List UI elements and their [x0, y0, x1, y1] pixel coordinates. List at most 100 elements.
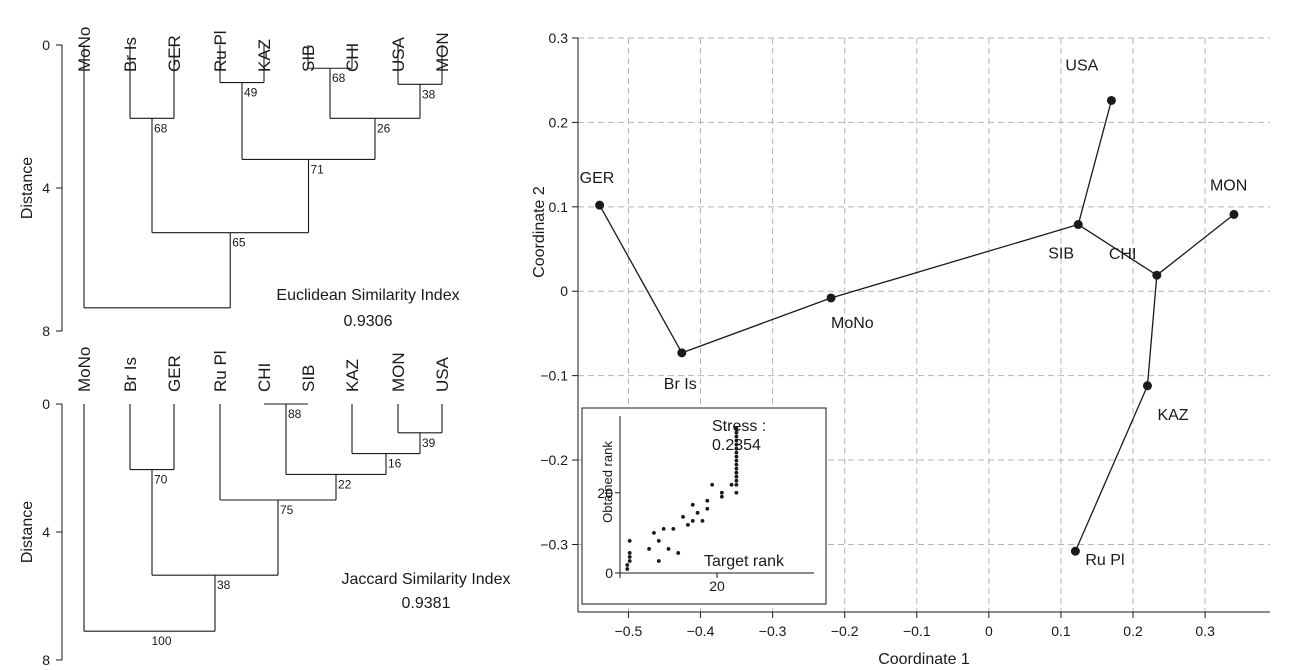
mds-x-tick-label: 0 — [985, 623, 993, 639]
bootstrap-support: 39 — [422, 436, 436, 450]
leaf-label: CHI — [255, 363, 274, 392]
mds-x-tick-label: −0.4 — [687, 623, 715, 639]
inset-point — [729, 482, 734, 487]
inset-point — [695, 510, 700, 515]
euclidean-index-name: Euclidean Similarity Index — [276, 287, 459, 304]
mds-edge — [830, 223, 1079, 299]
mds-edge — [681, 297, 832, 354]
db-y-tick-label: 4 — [42, 524, 50, 540]
leaf-label: GER — [165, 35, 184, 72]
inset-point — [627, 555, 632, 559]
db-y-tick-label: 8 — [42, 652, 50, 668]
leaf-label: USA — [433, 356, 452, 392]
inset-point — [719, 494, 724, 499]
inset-point — [627, 559, 632, 563]
mds-x-tick-label: −0.5 — [615, 623, 643, 639]
inset-point — [734, 450, 739, 455]
leaf-label: USA — [389, 36, 408, 72]
dendro-bottom-y-label: Distance — [19, 501, 36, 563]
inset-y-tick-label: 0 — [605, 565, 613, 581]
dendro-top-y-label: Distance — [19, 157, 36, 219]
mds-point — [1070, 546, 1080, 556]
mds-point-label: Ru Pl — [1085, 552, 1124, 569]
inset-y-label: Obtained rank — [600, 441, 615, 523]
inset-point — [734, 470, 739, 475]
leaf-label: MON — [433, 32, 452, 72]
leaf-label: Br Is — [121, 357, 140, 392]
mds-x-label: Coordinate 1 — [878, 651, 970, 668]
inset-point — [734, 430, 739, 435]
leaf-label: Br Is — [121, 37, 140, 72]
inset-point — [625, 567, 630, 571]
bootstrap-support: 88 — [288, 407, 302, 421]
leaf-label: SIB — [299, 365, 318, 392]
bootstrap-support: 38 — [422, 87, 436, 101]
mds-y-label: Coordinate 2 — [531, 186, 548, 278]
inset-point — [719, 490, 724, 495]
bootstrap-support: 65 — [232, 236, 246, 250]
inset-point — [734, 478, 739, 483]
bootstrap-support: 38 — [217, 578, 231, 592]
dendrogram-euclidean: Distance 0 4 8 MoNo Br Is GER Ru Pl KAZ SIB CHI U… — [19, 27, 460, 339]
mds-edge — [1146, 275, 1158, 386]
mds-x-tick-label: 0.3 — [1195, 623, 1215, 639]
inset-x-tick-label: 20 — [709, 578, 725, 594]
inset-point — [686, 522, 690, 527]
inset-point — [734, 426, 739, 431]
mds-edge — [1077, 100, 1113, 225]
mds-point-label: GER — [580, 170, 615, 187]
mds-point — [677, 348, 687, 358]
mds-point — [1142, 381, 1152, 391]
dt-y-tick-label: 0 — [42, 37, 50, 53]
mds-point-label: USA — [1065, 57, 1098, 74]
mds-y-tick-label: −0.2 — [540, 452, 568, 468]
inset-y-tick-label: 20 — [597, 485, 613, 501]
leaf-label: MoNo — [75, 27, 94, 72]
mds-x-tick-label: −0.3 — [759, 623, 787, 639]
inset-point — [705, 506, 710, 511]
mds-point-label: MoNo — [831, 315, 874, 332]
leaf-label: SIB — [299, 45, 318, 72]
inset-point — [705, 498, 710, 503]
inset-title: Stress : — [712, 418, 766, 435]
inset-point — [734, 462, 739, 467]
bootstrap-support: 26 — [377, 121, 391, 135]
bootstrap-support: 75 — [280, 503, 294, 517]
inset-point — [656, 539, 661, 543]
inset-point — [734, 482, 739, 487]
mds-point — [1152, 270, 1162, 280]
bootstrap-support: 16 — [388, 457, 402, 471]
inset-point — [734, 474, 739, 479]
inset-point — [690, 502, 695, 507]
mds-point — [826, 293, 836, 303]
inset-point — [690, 518, 695, 523]
leaf-label: KAZ — [255, 39, 274, 72]
mds-y-tick-label: 0.3 — [549, 30, 569, 46]
mds-x-tick-label: 0.1 — [1051, 623, 1071, 639]
leaf-label: KAZ — [343, 359, 362, 392]
mds-point — [1073, 220, 1083, 230]
mds-y-tick-label: 0 — [560, 283, 568, 299]
mds-edge — [599, 204, 683, 354]
inset-point — [652, 530, 656, 535]
inset-point — [627, 551, 632, 555]
inset-point — [661, 526, 666, 531]
inset-point — [734, 438, 739, 443]
mds-edge — [1074, 385, 1149, 552]
inset-point — [676, 551, 681, 555]
inset-point — [647, 547, 651, 551]
leaf-label: MoNo — [75, 347, 94, 392]
inset-point — [734, 458, 739, 463]
inset-point — [734, 454, 739, 459]
mds-edge — [1156, 213, 1235, 276]
inset-point — [671, 526, 676, 531]
bootstrap-support: 71 — [311, 162, 325, 176]
db-y-tick-label: 0 — [42, 396, 50, 412]
leaf-label: Ru Pl — [211, 30, 230, 72]
inset-point — [666, 547, 671, 551]
inset-point — [734, 446, 739, 451]
mds-y-tick-label: −0.3 — [540, 536, 568, 552]
mds-point-label: Br Is — [664, 376, 697, 393]
inset-point — [681, 514, 685, 519]
